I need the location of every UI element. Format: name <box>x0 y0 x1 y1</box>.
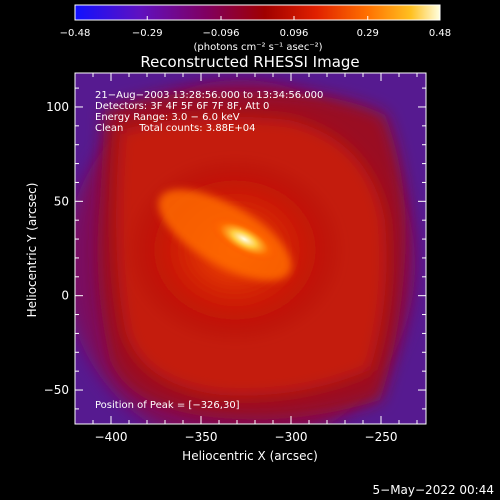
y-axis-ticks: 100 50 0 −50 <box>44 87 426 410</box>
y-tick-label: 100 <box>46 100 69 114</box>
y-axis-label: Heliocentric Y (arcsec) <box>25 183 39 318</box>
colorbar-unit-label: (photons cm⁻² s⁻¹ asec⁻²) <box>193 42 322 53</box>
x-tick-label: −300 <box>275 430 308 444</box>
y-tick-label: 50 <box>54 194 69 208</box>
x-tick-label: −350 <box>185 430 218 444</box>
x-axis-label: Heliocentric X (arcsec) <box>182 449 318 463</box>
y-tick-label: 0 <box>61 289 69 303</box>
colorbar-tick-label: 0.096 <box>280 28 309 39</box>
annotation-time-range: 21−Aug−2003 13:28:56.000 to 13:34:56.000 <box>95 90 323 101</box>
x-tick-label: −250 <box>365 430 398 444</box>
colorbar-tick-label: −0.29 <box>132 28 163 39</box>
annotation-total-counts: Clean Total counts: 3.88E+04 <box>95 123 255 134</box>
footer-date: 5−May−2022 00:44 <box>373 483 495 497</box>
x-tick-label: −400 <box>95 430 128 444</box>
chart-title: Reconstructed RHESSI Image <box>140 53 359 71</box>
colorbar-tick-label: −0.096 <box>202 28 239 39</box>
x-axis-ticks: −400 −350 −300 −250 <box>92 73 418 444</box>
colorbar-tick-label: −0.48 <box>60 28 91 39</box>
plot-frame <box>74 72 427 425</box>
colorbar <box>74 4 441 21</box>
heatmap-image <box>75 73 426 424</box>
colorbar-tick-label: 0.29 <box>357 28 379 39</box>
peak-position-label: Position of Peak = [−326,30] <box>95 400 240 411</box>
peak-spot <box>209 216 279 262</box>
colorbar-tick-label: 0.48 <box>429 28 451 39</box>
annotation-detectors: Detectors: 3F 4F 5F 6F 7F 8F, Att 0 <box>95 101 269 112</box>
annotation-energy-range: Energy Range: 3.0 − 6.0 keV <box>95 112 240 123</box>
colorbar-ticks: −0.48 −0.29 −0.096 0.096 0.29 0.48 <box>60 16 451 39</box>
y-tick-label: −50 <box>44 383 69 397</box>
